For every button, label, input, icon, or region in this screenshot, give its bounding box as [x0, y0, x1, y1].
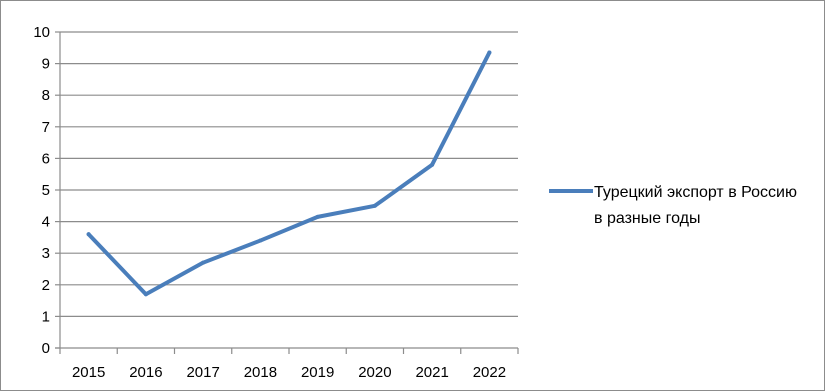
- x-tick-labels: 2015 2016 2017 2018 2019 2020 2021 2022: [72, 364, 506, 381]
- x-tick-label-2015: 2015: [72, 364, 105, 381]
- x-tick-marks: [59, 348, 519, 354]
- y-tick-label-7: 7: [42, 119, 50, 136]
- x-tick-label-2017: 2017: [186, 364, 219, 381]
- x-tick-label-2022: 2022: [473, 364, 506, 381]
- y-tick-label-8: 8: [42, 87, 50, 104]
- data-point-2018: [258, 238, 263, 243]
- data-point-2022: [487, 50, 492, 55]
- y-tick-label-0: 0: [42, 340, 50, 357]
- y-tick-label-5: 5: [42, 182, 50, 199]
- data-point-2017: [201, 260, 206, 265]
- data-point-2016: [143, 292, 148, 297]
- y-tick-label-2: 2: [42, 277, 50, 294]
- data-point-2020: [372, 203, 377, 208]
- y-tick-label-9: 9: [42, 56, 50, 73]
- legend-label-line-1: Турецкий экспорт в Россию: [594, 184, 797, 201]
- y-tick-label-3: 3: [42, 245, 50, 262]
- data-point-2021: [430, 162, 435, 167]
- y-tick-label-1: 1: [42, 308, 50, 325]
- data-point-2015: [86, 232, 91, 237]
- y-tick-label-10: 10: [33, 24, 50, 41]
- x-tick-label-2018: 2018: [244, 364, 277, 381]
- legend-label-line-2: в разные годы: [594, 210, 700, 227]
- series-line: [86, 50, 492, 297]
- x-tick-label-2019: 2019: [301, 364, 334, 381]
- legend: Турецкий экспорт в Россию в разные годы: [549, 184, 797, 227]
- data-point-2019: [315, 214, 320, 219]
- x-tick-label-2021: 2021: [415, 364, 448, 381]
- y-tick-label-6: 6: [42, 150, 50, 167]
- y-tick-labels: 0 1 2 3 4 5 6 7 8 9 10: [33, 24, 60, 357]
- x-tick-label-2020: 2020: [358, 364, 391, 381]
- x-tick-label-2016: 2016: [129, 364, 162, 381]
- series-layer: [86, 50, 492, 297]
- y-tick-label-4: 4: [42, 214, 50, 231]
